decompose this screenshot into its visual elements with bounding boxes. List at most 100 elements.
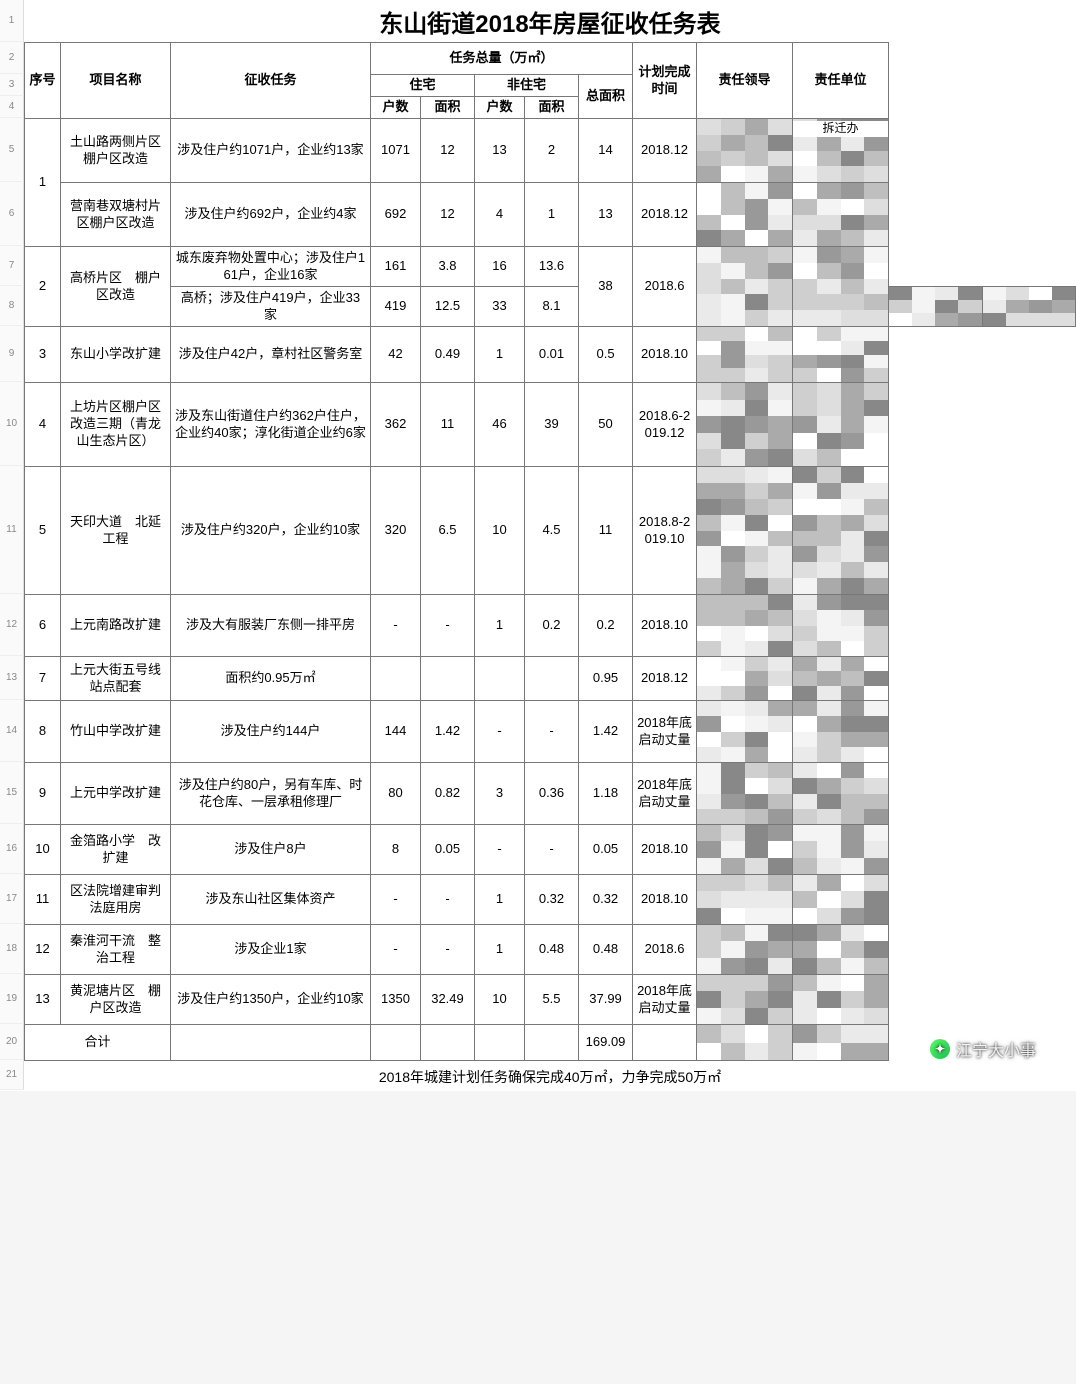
cell-nonres-hh: 16: [475, 247, 525, 287]
cell-res-area: 6.5: [421, 467, 475, 595]
cell-res-area: 0.49: [421, 327, 475, 383]
cell-nonres-area: 0.36: [525, 763, 579, 825]
cell-task: 涉及大有服装厂东侧一排平房: [171, 595, 371, 657]
cell-total: 1.42: [579, 701, 633, 763]
cell-name: 东山小学改扩建: [61, 327, 171, 383]
cell-total: 1.18: [579, 763, 633, 825]
cell-res-hh: -: [371, 875, 421, 925]
cell-res-hh: -: [371, 595, 421, 657]
cell-idx: 2: [25, 247, 61, 327]
cell-res-area: 12: [421, 183, 475, 247]
cell-task: 涉及住户约320户，企业约10家: [171, 467, 371, 595]
cell-plan: 2018.12: [633, 119, 697, 183]
cell-nonres-area: 1: [525, 183, 579, 247]
cell-total: 37.99: [579, 975, 633, 1025]
cell-dept-censored: [982, 287, 1075, 327]
row-number: 10: [0, 382, 24, 466]
spreadsheet-sheet: 123456789101112131415161718192021 东山街道20…: [0, 0, 1076, 1091]
cell-task: 涉及住户约1350户，企业约10家: [171, 975, 371, 1025]
cell-name: 上坊片区棚户区改造三期（青龙山生态片区）: [61, 383, 171, 467]
row-number: 8: [0, 286, 24, 326]
row-number: 19: [0, 974, 24, 1024]
footnote: 2018年城建计划任务确保完成40万㎡，力争完成50万㎡: [24, 1061, 1076, 1091]
cell-leader-censored: [697, 247, 793, 327]
row-number: 16: [0, 824, 24, 874]
col-res-area: 面积: [421, 97, 475, 119]
cell-leader-censored: [697, 925, 793, 975]
cell-total-label: 合计: [25, 1025, 171, 1061]
table-row: 7上元大街五号线站点配套面积约0.95万㎡0.952018.12: [25, 657, 1076, 701]
cell-task: 面积约0.95万㎡: [171, 657, 371, 701]
col-nonres-group: 非住宅: [475, 75, 579, 97]
cell-total: 0.5: [579, 327, 633, 383]
cell-total: 0.48: [579, 925, 633, 975]
col-nonres-hh: 户数: [475, 97, 525, 119]
table-row: 12秦淮河干流 整治工程涉及企业1家--10.480.482018.6: [25, 925, 1076, 975]
row-number: 15: [0, 762, 24, 824]
cell-name: 营南巷双塘村片区棚户区改造: [61, 183, 171, 247]
cell-task: 涉及住户8户: [171, 825, 371, 875]
cell-task: 涉及企业1家: [171, 925, 371, 975]
cell-dept-censored: [793, 763, 889, 825]
col-res-group: 住宅: [371, 75, 475, 97]
cell-total: 0.05: [579, 825, 633, 875]
cell-task: 涉及东山街道住户约362户住户，企业约40家；淳化街道企业约6家: [171, 383, 371, 467]
cell-leader-censored: [697, 825, 793, 875]
cell-name: 区法院增建审判法庭用房: [61, 875, 171, 925]
cell-dept-censored: [793, 657, 889, 701]
col-dept: 责任单位: [793, 43, 889, 119]
cell-idx: 12: [25, 925, 61, 975]
col-total: 总面积: [579, 75, 633, 119]
cell-leader-censored: [697, 1025, 793, 1061]
table-row: 5天印大道 北延工程涉及住户约320户，企业约10家3206.5104.5112…: [25, 467, 1076, 595]
cell-res-area: 3.8: [421, 247, 475, 287]
cell-leader-censored: [697, 327, 793, 383]
cell-total: 38: [579, 247, 633, 327]
row-number: 12: [0, 594, 24, 656]
cell-nonres-area: 0.32: [525, 875, 579, 925]
cell-idx: 3: [25, 327, 61, 383]
cell: [475, 1025, 525, 1061]
table-row: 8竹山中学改扩建涉及住户约144户1441.42--1.422018年底启动丈量: [25, 701, 1076, 763]
cell-dept-censored: [793, 383, 889, 467]
row-number: 18: [0, 924, 24, 974]
row-number: 17: [0, 874, 24, 924]
cell-dept-censored: [793, 247, 889, 327]
cell-dept-censored: [793, 327, 889, 383]
cell-nonres-hh: 3: [475, 763, 525, 825]
cell-res-hh: 161: [371, 247, 421, 287]
cell-res-area: 12: [421, 119, 475, 183]
cell-dept-censored: [793, 825, 889, 875]
cell-res-hh: 42: [371, 327, 421, 383]
cell-idx: 1: [25, 119, 61, 247]
cell-dept-censored: [793, 1025, 889, 1061]
cell-dept-censored: [793, 183, 889, 247]
cell-nonres-hh: -: [475, 825, 525, 875]
cell-name: 天印大道 北延工程: [61, 467, 171, 595]
col-res-hh: 户数: [371, 97, 421, 119]
cell-plan: 2018.10: [633, 595, 697, 657]
cell-dept-censored: 拆迁办: [793, 119, 889, 183]
cell-leader-censored: [697, 975, 793, 1025]
cell-res-hh: 80: [371, 763, 421, 825]
row-number: 14: [0, 700, 24, 762]
cell-nonres-hh: 10: [475, 467, 525, 595]
cell-dept-censored: [793, 975, 889, 1025]
cell-res-hh: 1350: [371, 975, 421, 1025]
cell-task: 城东废弃物处置中心；涉及住户161户，企业16家: [171, 247, 371, 287]
cell-res-area: 11: [421, 383, 475, 467]
row-number: 20: [0, 1024, 24, 1060]
cell-name: 黄泥塘片区 棚户区改造: [61, 975, 171, 1025]
cell-plan: 2018.12: [633, 183, 697, 247]
col-nonres-area: 面积: [525, 97, 579, 119]
cell-plan: 2018.8-2019.10: [633, 467, 697, 595]
cell-plan: 2018.6: [633, 925, 697, 975]
cell-task: 涉及住户约692户，企业约4家: [171, 183, 371, 247]
cell-plan: 2018年底启动丈量: [633, 975, 697, 1025]
cell-total: 0.95: [579, 657, 633, 701]
cell-nonres-area: -: [525, 701, 579, 763]
cell-leader-censored: [697, 763, 793, 825]
col-qty-group: 任务总量（万㎡）: [371, 43, 633, 75]
cell-task: 涉及住户约80户，另有车库、时花仓库、一层承租修理厂: [171, 763, 371, 825]
cell-total: 50: [579, 383, 633, 467]
